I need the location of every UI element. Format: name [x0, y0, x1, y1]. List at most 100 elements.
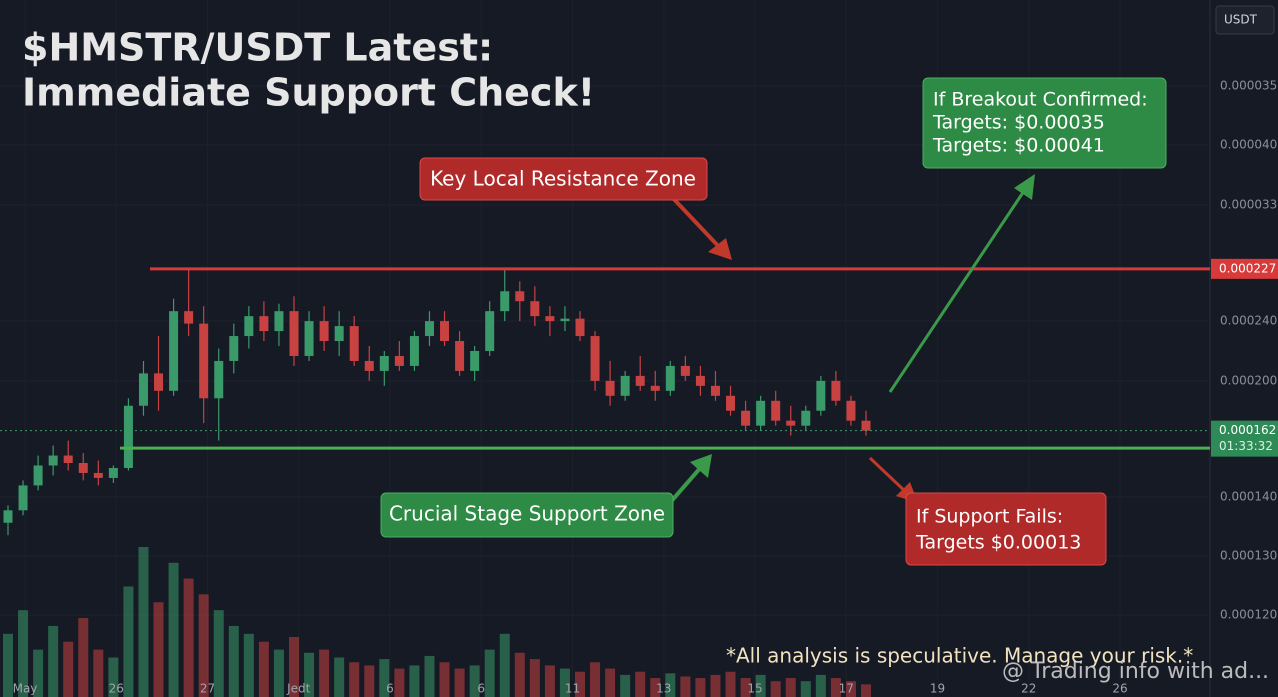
volume-bar	[379, 659, 390, 697]
x-tick-label: Jedt	[286, 682, 311, 696]
current-price: 0.000162	[1219, 423, 1276, 437]
title: $HMSTR/USDT Latest:	[22, 26, 493, 70]
level-layer	[0, 267, 1210, 450]
volume-bar	[258, 641, 269, 697]
volume-bar	[559, 668, 570, 697]
candle-body	[409, 336, 419, 366]
volume-bar	[845, 681, 856, 697]
volume-bar	[755, 674, 766, 697]
volume-bar	[454, 668, 465, 697]
candle-body	[575, 318, 585, 337]
fail-text: If Support Fails:	[916, 506, 1063, 528]
x-tick-label: 26	[109, 682, 124, 696]
candle-body	[515, 291, 525, 302]
candle-body	[530, 301, 540, 317]
x-tick-label: 27	[200, 682, 215, 696]
candle-body	[184, 311, 194, 324]
arrow	[666, 464, 704, 507]
candle-body	[379, 355, 389, 371]
candle-body	[650, 385, 660, 391]
volume-bar	[48, 625, 59, 697]
volume-bar	[710, 674, 721, 697]
candle-body	[695, 375, 705, 386]
volume-bar	[650, 678, 661, 697]
volume-bar	[273, 649, 284, 697]
volume-bar	[63, 641, 74, 697]
candle-body	[620, 375, 630, 396]
volume-bar	[334, 657, 345, 697]
countdown: 01:33:32	[1219, 439, 1273, 453]
candle-body	[319, 321, 329, 342]
candle-body	[560, 318, 570, 322]
candle-body	[138, 373, 148, 406]
volume-bar	[138, 547, 149, 697]
candle-body	[710, 385, 720, 396]
y-axis-label: 0.000033	[1220, 198, 1277, 212]
candle-body	[680, 365, 690, 376]
volume-bar	[665, 673, 676, 697]
volume-bar	[289, 637, 299, 697]
volume-bar	[800, 681, 811, 697]
candle-body	[199, 323, 209, 399]
volume-bar	[3, 633, 13, 697]
candle-body	[18, 485, 28, 511]
y-axis-label: 0.000130	[1220, 549, 1277, 563]
volume-bar	[319, 649, 330, 697]
support-box	[380, 492, 674, 538]
resistance-label: Key Local Resistance Zone	[430, 167, 696, 191]
volume-bar	[243, 633, 254, 697]
resistance-box	[419, 157, 708, 201]
volume-bar	[123, 586, 134, 697]
candle-body	[801, 410, 811, 426]
x-tick-label: 11	[565, 682, 580, 696]
candle-body	[816, 380, 826, 411]
candle-body	[229, 336, 239, 361]
currency[interactable]: USDT	[1224, 13, 1258, 27]
candle-body	[394, 355, 404, 366]
arrow-head	[1014, 174, 1035, 200]
x-tick-label: 19	[930, 682, 945, 696]
volume-bar	[861, 684, 871, 697]
volume-bar	[469, 665, 480, 697]
candle-body	[123, 405, 133, 468]
volume-bar	[635, 671, 646, 697]
volume-bar	[620, 674, 631, 697]
candle-body	[259, 316, 269, 332]
volume-bar	[529, 659, 540, 697]
candle-body	[334, 326, 344, 342]
y-axis-label: 0.000035	[1220, 79, 1277, 93]
volume-bar	[168, 562, 179, 697]
candle-body	[93, 472, 103, 478]
watermark: @ Trading info with ad...	[1002, 659, 1269, 684]
volume-bar	[484, 649, 495, 697]
x-tick-label: May	[13, 682, 38, 696]
volume-bar	[785, 678, 796, 697]
volume-bar	[409, 665, 420, 697]
candle-body	[364, 360, 374, 371]
candle-body	[154, 373, 164, 391]
volume-bar	[304, 652, 315, 697]
candle-body	[545, 316, 555, 322]
y-axis-label: 0.000240	[1220, 314, 1277, 328]
candle-body	[786, 420, 796, 426]
price-tag	[1211, 258, 1278, 279]
candle-body	[48, 455, 58, 466]
breakout-box	[922, 77, 1167, 169]
breakout-text: Targets: $0.00041	[932, 135, 1105, 157]
candle-body	[741, 410, 751, 426]
candle-body	[214, 360, 224, 399]
y-axis-label: 0.000140	[1220, 490, 1277, 504]
volume-bar	[740, 678, 751, 697]
y-axis-label: 0.000200	[1220, 374, 1277, 388]
candle-body	[771, 400, 781, 421]
candle-body	[726, 395, 736, 411]
currency-button[interactable]	[1215, 5, 1275, 35]
candle-body	[590, 336, 600, 381]
volume-bar	[695, 678, 706, 697]
candle-body	[108, 467, 118, 478]
arrow	[888, 187, 1028, 393]
candle-body	[861, 420, 871, 431]
breakout-text: If Breakout Confirmed:	[933, 89, 1148, 111]
candle-body	[831, 380, 841, 401]
